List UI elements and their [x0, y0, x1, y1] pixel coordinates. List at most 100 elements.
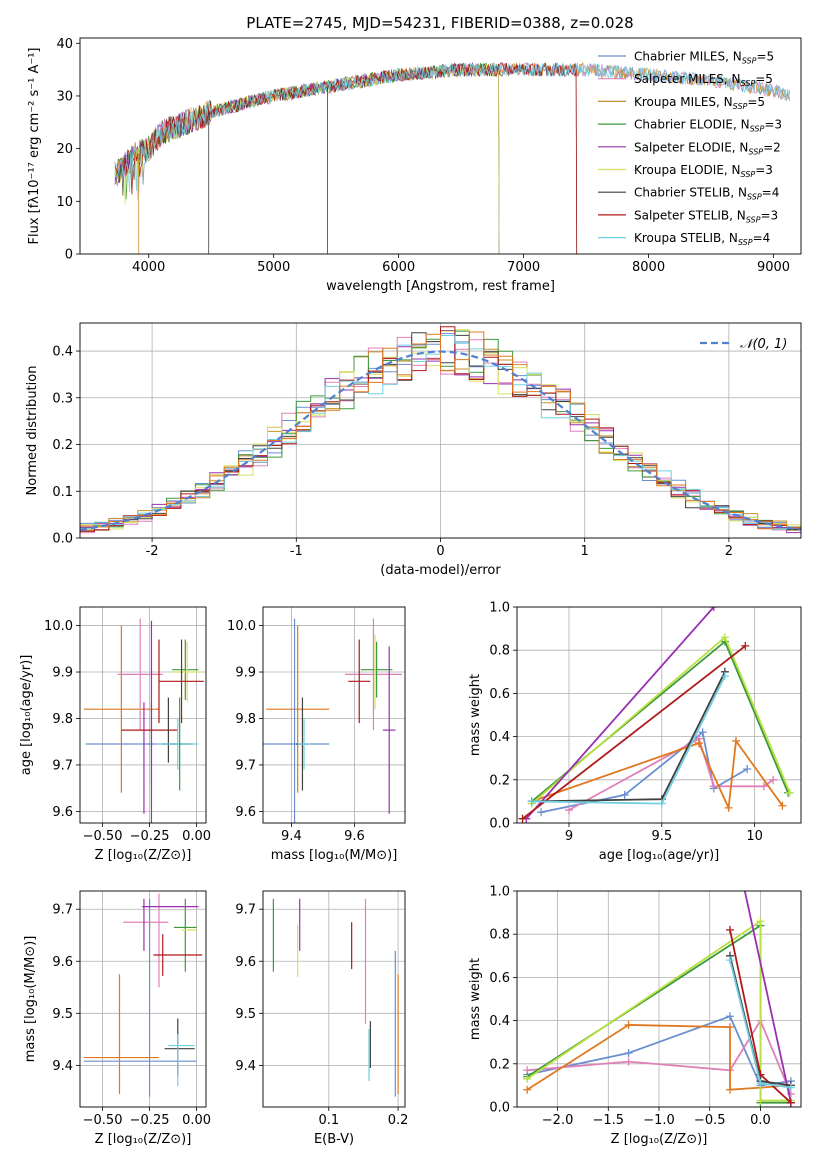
y-tick-label: 0.6: [489, 687, 510, 702]
plot-area: [523, 865, 795, 1107]
weight-marker: [732, 736, 741, 745]
x-tick-label: −0.25: [130, 1113, 170, 1128]
y-tick-label: 9.8: [235, 712, 256, 727]
panel-weights_vs_age: 9 9.5 10 0.0 0.2 0.4 0.6 0.8 1.0 age [log₁₀(age/y…: [468, 601, 802, 863]
y-tick-label: 0: [65, 248, 73, 263]
plot-area: [80, 326, 801, 534]
x-axis-label: Z [log₁₀(Z/Z⊙)]: [611, 1132, 708, 1147]
weight-marker: [726, 1023, 734, 1032]
x-tick-label: 9.4: [281, 829, 302, 844]
weight-marker: [518, 814, 527, 823]
legend-label: Salpeter ELODIE, NSSP=2: [634, 140, 781, 156]
weight-marker: [756, 917, 765, 926]
weight-marker: [724, 803, 733, 812]
plot-area: [83, 893, 203, 1097]
x-tick-label: −0.5: [694, 1113, 726, 1128]
weight-marker: [736, 865, 744, 873]
axes-frame: [516, 890, 802, 1108]
legend-subscript: SSP: [741, 79, 756, 88]
legend-tail: =2: [763, 140, 781, 154]
weight-marker: [726, 925, 734, 934]
legend-subscript: SSP: [746, 215, 761, 224]
x-tick-label: 1: [581, 544, 589, 559]
legend-subscript: SSP: [738, 238, 753, 247]
axes-frame: [79, 37, 802, 255]
weight-marker: [786, 1098, 795, 1107]
x-tick-label: 7000: [507, 260, 540, 275]
weight-marker: [743, 765, 752, 773]
spectrum-line: [114, 62, 578, 254]
y-tick-label: 9.7: [235, 758, 256, 773]
x-axis-label: mass [log₁₀(M/M⊙)]: [271, 848, 398, 863]
spectrum-line: [114, 62, 791, 193]
x-axis-label: Z [log₁₀(Z/Z⊙)]: [95, 1132, 192, 1147]
y-axis-label: mass [log₁₀(M/M⊙)]: [23, 936, 38, 1063]
x-tick-label: 4000: [132, 260, 165, 275]
legend-label: Chabrier ELODIE, NSSP=3: [634, 118, 782, 134]
y-tick-label: 9.9: [52, 666, 73, 681]
weight-marker: [657, 799, 666, 808]
y-tick-label: 9.9: [235, 666, 256, 681]
y-tick-label: 0.8: [489, 928, 510, 943]
x-axis-label: wavelength [Angstrom, rest frame]: [326, 279, 555, 294]
panel-mass_vs_Z: −0.50 −0.25 0.00 9.4 9.5 9.6 9.7 Z [log₁₀(Z/Z⊙)…: [23, 890, 211, 1147]
legend-subscript: SSP: [741, 170, 756, 179]
y-tick-label: 1.0: [489, 885, 510, 900]
x-tick-label: −2.0: [542, 1113, 574, 1128]
y-tick-label: 0.0: [52, 532, 73, 547]
weight-marker: [624, 1049, 633, 1057]
spectrum-line: [114, 61, 791, 193]
x-tick-label: -2: [146, 544, 159, 559]
x-tick-label: 9.6: [344, 829, 365, 844]
legend-tail: =5: [756, 50, 774, 64]
x-tick-label: 8000: [632, 260, 665, 275]
x-tick-label: −0.50: [83, 1113, 123, 1128]
weight-marker: [709, 607, 718, 611]
x-tick-label: 0: [436, 544, 444, 559]
weight-marker: [778, 801, 787, 810]
plot-area: [83, 618, 205, 823]
y-tick-label: 1.0: [489, 601, 510, 616]
legend-tail: =3: [760, 208, 778, 222]
x-axis-label: Z [log₁₀(Z/Z⊙)]: [95, 848, 192, 863]
y-tick-label: 0.2: [489, 1057, 510, 1072]
normal-reference-curve: [80, 350, 801, 531]
y-axis-label: mass weight: [468, 674, 483, 756]
axes-frame: [262, 890, 406, 1108]
y-tick-label: 0.8: [489, 644, 510, 659]
x-tick-label: 9000: [757, 260, 790, 275]
y-tick-label: 0.3: [52, 391, 73, 406]
x-tick-label: 2: [725, 544, 733, 559]
y-tick-label: 40: [56, 37, 73, 52]
x-tick-label: 9: [565, 829, 573, 844]
legend-tail: =5: [747, 95, 765, 109]
y-tick-label: 9.7: [52, 758, 73, 773]
weight-line: [525, 607, 715, 820]
legend-subscript: SSP: [748, 147, 763, 156]
x-tick-label: 0.00: [182, 829, 211, 844]
y-tick-label: 30: [56, 89, 73, 104]
weight-marker: [720, 633, 729, 642]
x-axis-label: age [log₁₀(age/yr)]: [599, 848, 720, 863]
weight-marker: [624, 1057, 633, 1066]
legend-tail: =3: [755, 163, 773, 177]
y-tick-label: 9.4: [52, 1059, 73, 1074]
legend-label: Chabrier STELIB, NSSP=4: [634, 186, 779, 202]
y-axis-label: Normed distribution: [25, 366, 40, 496]
y-tick-label: 10: [56, 195, 73, 210]
weight-marker: [694, 739, 703, 748]
y-tick-label: 0.0: [489, 817, 510, 832]
y-tick-label: 0.2: [52, 438, 73, 453]
x-tick-label: 0.1: [318, 1113, 339, 1128]
weight-marker: [726, 956, 734, 965]
weight-line: [531, 738, 784, 812]
axes-frame: [516, 606, 802, 824]
axes-frame: [79, 606, 207, 824]
y-tick-label: 0.6: [489, 971, 510, 986]
legend-label: Kroupa ELODIE, NSSP=3: [634, 163, 773, 179]
plot-area: [114, 61, 791, 254]
legend-subscript: SSP: [733, 102, 748, 111]
y-axis-label: Flux [fλ10⁻¹⁷ erg cm⁻² s⁻¹ A⁻¹]: [27, 48, 42, 245]
legend-tail: =4: [762, 186, 780, 200]
legend-tail: =3: [764, 118, 782, 132]
